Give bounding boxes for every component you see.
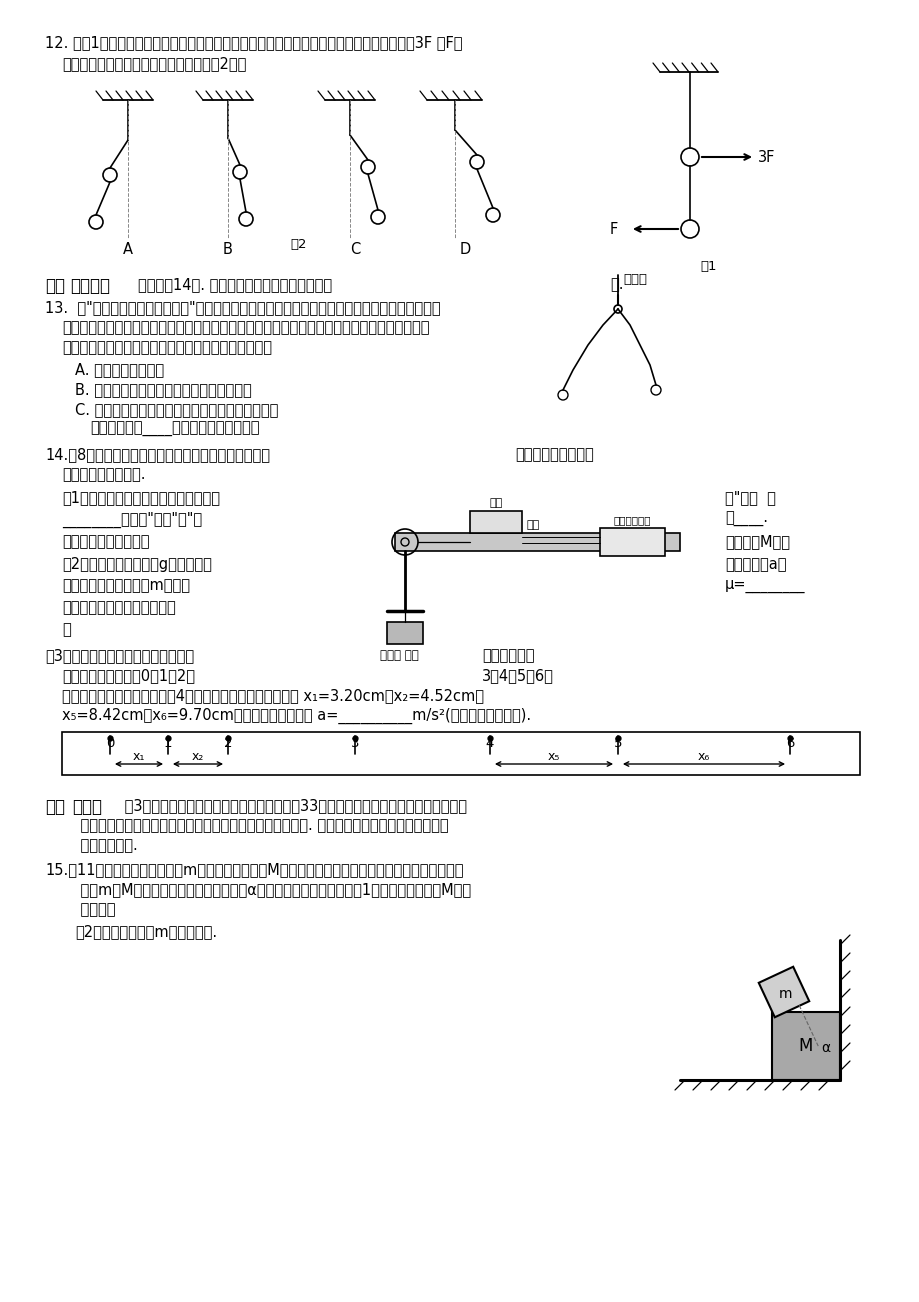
Text: 14.（8分）测定木块与长木板之间的动摩擦因数时，采: 14.（8分）测定木块与长木板之间的动摩擦因数时，采 — [45, 447, 269, 462]
Text: （2）墙面对正方体m的弹力大小.: （2）墙面对正方体m的弹力大小. — [75, 924, 217, 939]
Text: C. 在使用弹簧秤时要注意使弹簧秤与木板平面平行: C. 在使用弹簧秤时要注意使弹簧秤与木板平面平行 — [75, 402, 278, 417]
Text: A: A — [123, 242, 133, 256]
Text: 用如图所示的装置，: 用如图所示的装置， — [515, 447, 593, 462]
Text: 本题共计14分. 请将解答填写在答题卡相应的位: 本题共计14分. 请将解答填写在答题卡相应的位 — [138, 277, 332, 292]
Text: 的加速度为a，: 的加速度为a， — [724, 557, 786, 572]
Text: M: M — [798, 1036, 812, 1055]
Text: （3）如图为木块在水平木板上带动纸: （3）如图为木块在水平木板上带动纸 — [45, 648, 194, 663]
Text: 明、方程式和重要的演算步骤，只写出最后答案的不能得分. 有数值计算的题答案中必须明确写: 明、方程式和重要的演算步骤，只写出最后答案的不能得分. 有数值计算的题答案中必须… — [62, 818, 448, 833]
Text: x₆: x₆ — [698, 750, 709, 763]
Text: D: D — [459, 242, 471, 256]
Text: 计算题: 计算题 — [72, 798, 102, 816]
Text: 根细绳，细绳的另一端都有绳套如图所示。实验中需用两个弹簧秤分别勾住绳套，并互成角度地: 根细绳，细绳的另一端都有绳套如图所示。实验中需用两个弹簧秤分别勾住绳套，并互成角… — [62, 320, 429, 335]
Text: x₅: x₅ — [547, 750, 560, 763]
Text: 1: 1 — [164, 737, 172, 750]
Text: 方向相反的水平恒力，则平衡后应该如图2中的: 方向相反的水平恒力，则平衡后应该如图2中的 — [62, 56, 246, 72]
Text: 则木块与长木板间动摩擦因数: 则木块与长木板间动摩擦因数 — [62, 600, 176, 615]
Text: 图中长木板水平固定.: 图中长木板水平固定. — [62, 467, 145, 482]
Text: 计数点，相邻两计数点间还有4个打点未画出．从纸带上测出 x₁=3.20cm，x₂=4.52cm，: 计数点，相邻两计数点间还有4个打点未画出．从纸带上测出 x₁=3.20cm，x₂… — [62, 687, 483, 703]
Text: A. 两根细绳必须等长: A. 两根细绳必须等长 — [75, 362, 164, 378]
Text: 6: 6 — [785, 737, 793, 750]
Text: 3: 3 — [350, 737, 358, 750]
Text: B: B — [222, 242, 233, 256]
Text: 15.（11分）如图所示，质量为m的正方体和质量为M的正方体放在两竖直墙和水平面间，处于静止状: 15.（11分）如图所示，质量为m的正方体和质量为M的正方体放在两竖直墙和水平面… — [45, 862, 463, 878]
Text: C: C — [349, 242, 359, 256]
Text: 橡皮条: 橡皮条 — [622, 273, 646, 286]
Text: ________（选填"直流"或"交: ________（选填"直流"或"交 — [62, 512, 202, 529]
Text: 4: 4 — [485, 737, 494, 750]
Text: 图2: 图2 — [289, 238, 306, 251]
Polygon shape — [758, 967, 809, 1017]
Text: 其中正确的是____．（填入相应的字母）: 其中正确的是____．（填入相应的字母） — [90, 422, 259, 437]
Text: 三、: 三、 — [45, 798, 65, 816]
Text: α: α — [821, 1042, 830, 1055]
Text: 木块: 木块 — [489, 497, 502, 508]
Text: 3F: 3F — [757, 150, 775, 165]
Text: F: F — [609, 223, 618, 237]
Bar — [599, 529, 664, 556]
Text: 上．调整定滑轮高度，: 上．调整定滑轮高度， — [62, 534, 150, 549]
Text: B. 橡皮条应与两绳夹角平分线在同一直线上: B. 橡皮条应与两绳夹角平分线在同一直线上 — [75, 381, 252, 397]
Bar — [387, 622, 423, 644]
Bar — [62, 732, 859, 775]
Text: 0: 0 — [106, 737, 114, 750]
Text: 码盘和砝码的总质量为m，木块: 码盘和砝码的总质量为m，木块 — [62, 578, 190, 592]
Text: ．: ． — [62, 622, 71, 637]
Text: 12. 如图1所示，用等长的轻绳悬挂两个质量相同的小球，今在两小球上分别施加大小分别为3F 和F、: 12. 如图1所示，用等长的轻绳悬挂两个质量相同的小球，今在两小球上分别施加大小… — [45, 35, 462, 49]
Text: x₅=8.42cm，x₆=9.70cm．则木块加速度大小 a=__________m/s²(保留两位有效数字).: x₅=8.42cm，x₆=9.70cm．则木块加速度大小 a=_________… — [62, 708, 530, 724]
Text: 共3小题，包括一个附加题，计入总分。共计33分，解答计算部分应写出必要的文字说: 共3小题，包括一个附加题，计入总分。共计33分，解答计算部分应写出必要的文字说 — [119, 798, 467, 812]
Text: 砝码盘 砝码: 砝码盘 砝码 — [380, 648, 418, 661]
Text: 力大小；: 力大小； — [62, 902, 116, 917]
Text: 2: 2 — [223, 737, 232, 750]
Text: 的质量为M，砝: 的质量为M，砝 — [724, 534, 789, 549]
Text: μ=________: μ=________ — [724, 578, 805, 592]
Text: 实验题：: 实验题： — [70, 277, 110, 296]
Text: 拉橡皮条。某同学认为在此过程中必须注意以下几项：: 拉橡皮条。某同学认为在此过程中必须注意以下几项： — [62, 340, 272, 355]
Bar — [771, 1012, 839, 1079]
Text: m: m — [778, 987, 792, 1001]
Text: 电火花计时器: 电火花计时器 — [613, 516, 650, 525]
Text: 一条纸带的一部分，0、1、2、: 一条纸带的一部分，0、1、2、 — [62, 668, 195, 684]
Text: 二、: 二、 — [45, 277, 65, 296]
Text: （1）实验过程中，电火花计时器应接在: （1）实验过程中，电火花计时器应接在 — [62, 490, 220, 505]
Text: 流"）电  源: 流"）电 源 — [724, 490, 775, 505]
Text: 使____.: 使____. — [724, 512, 767, 527]
Bar — [470, 510, 521, 533]
Text: 出数值和单位.: 出数值和单位. — [62, 838, 138, 853]
Text: 5: 5 — [613, 737, 621, 750]
Text: 置.: 置. — [609, 277, 623, 292]
Text: 态。m与M相接触边与竖直方向的夹角为α，若不计一切摩擦，求：（1）水平面对正方体M的弹: 态。m与M相接触边与竖直方向的夹角为α，若不计一切摩擦，求：（1）水平面对正方体… — [62, 881, 471, 897]
Text: 带运动打出的: 带运动打出的 — [482, 648, 534, 663]
Bar — [394, 533, 679, 551]
Text: 13.  在"验证力的平行四边形定则"实验中，需要将橡皮条的一端固定在水平木板上，另一端系有两: 13. 在"验证力的平行四边形定则"实验中，需要将橡皮条的一端固定在水平木板上，… — [45, 299, 440, 315]
Text: 3、4、5、6为: 3、4、5、6为 — [482, 668, 553, 684]
Text: （2）已知重力加速度为g，测得木块: （2）已知重力加速度为g，测得木块 — [62, 557, 211, 572]
Text: 纸带: 纸带 — [527, 519, 539, 530]
Text: 图1: 图1 — [699, 260, 716, 273]
Text: x₁: x₁ — [132, 750, 145, 763]
Text: x₂: x₂ — [191, 750, 204, 763]
